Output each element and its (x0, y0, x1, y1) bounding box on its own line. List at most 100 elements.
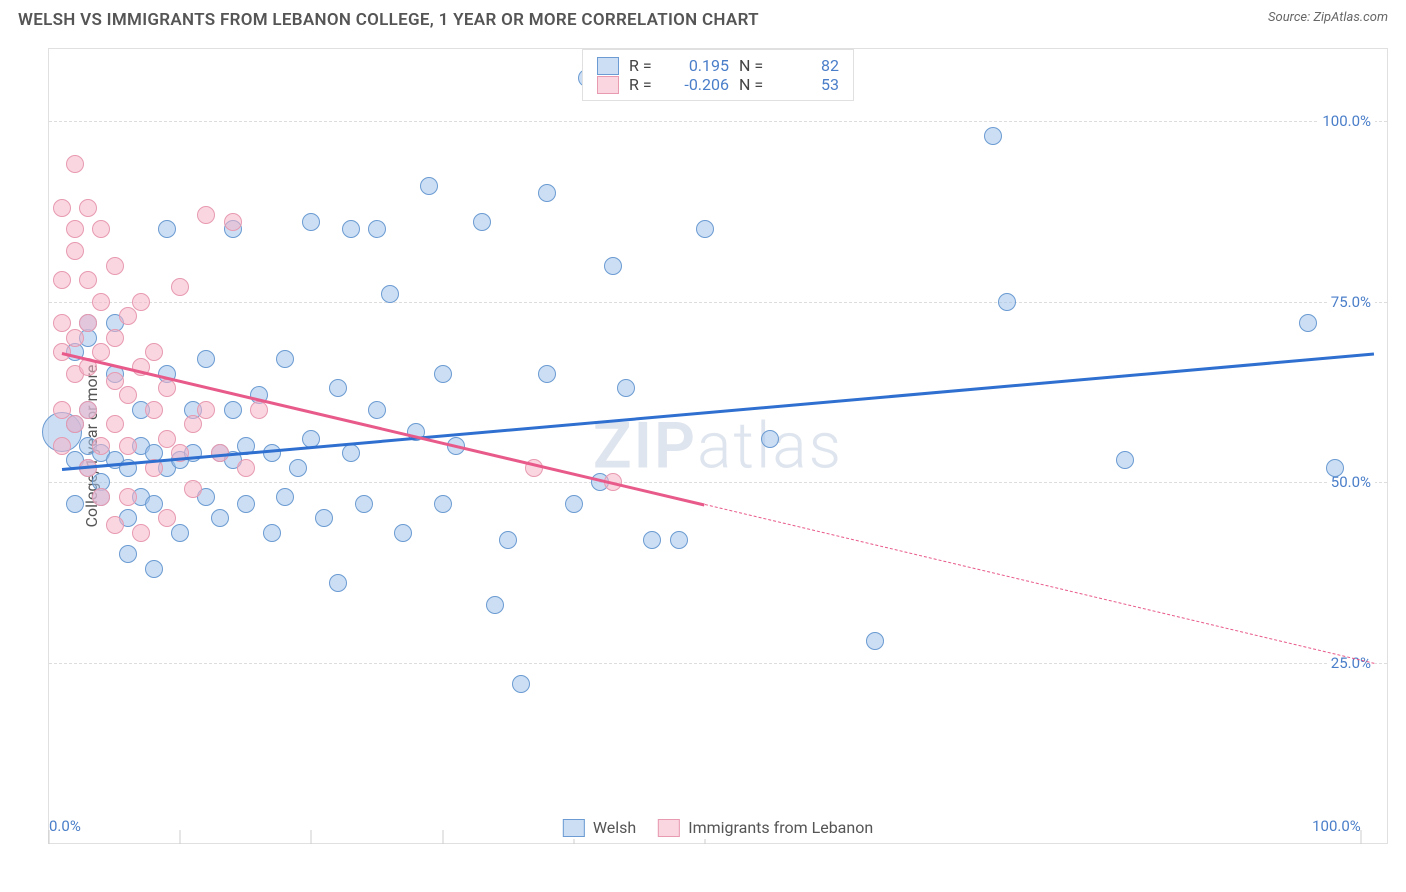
scatter-point-welsh (420, 177, 438, 195)
y-tick-label: 100.0% (1318, 112, 1375, 130)
scatter-point-lebanon (79, 314, 97, 332)
gridline (49, 302, 1387, 303)
legend-swatch (597, 57, 619, 75)
series-legend-item: Immigrants from Lebanon (658, 818, 873, 837)
scatter-point-lebanon (224, 213, 242, 231)
scatter-point-lebanon (250, 401, 268, 419)
series-legend-label: Welsh (593, 818, 636, 837)
scatter-point-lebanon (92, 220, 110, 238)
scatter-point-welsh (66, 495, 84, 513)
scatter-point-welsh (224, 401, 242, 419)
scatter-point-lebanon (119, 437, 137, 455)
scatter-point-lebanon (92, 293, 110, 311)
source-name: ZipAtlas.com (1313, 10, 1388, 25)
legend-stat-label: N = (739, 75, 767, 94)
x-tick-label: 100.0% (1312, 817, 1361, 835)
scatter-point-lebanon (119, 386, 137, 404)
scatter-point-lebanon (53, 401, 71, 419)
scatter-point-welsh (998, 293, 1016, 311)
plot-area: ZIPatlas 25.0%50.0%75.0%100.0%0.0%100.0% (49, 49, 1387, 843)
scatter-point-lebanon (184, 415, 202, 433)
scatter-point-welsh (1326, 459, 1344, 477)
scatter-point-lebanon (119, 488, 137, 506)
scatter-point-lebanon (66, 415, 84, 433)
scatter-point-welsh (197, 350, 215, 368)
scatter-point-welsh (315, 509, 333, 527)
scatter-point-welsh (499, 531, 517, 549)
scatter-point-welsh (604, 257, 622, 275)
source-attribution: Source: ZipAtlas.com (1268, 10, 1388, 25)
chart-title: WELSH VS IMMIGRANTS FROM LEBANON COLLEGE… (18, 10, 759, 30)
scatter-point-lebanon (132, 293, 150, 311)
legend-stat-label: N = (739, 56, 767, 75)
scatter-point-lebanon (184, 480, 202, 498)
scatter-point-welsh (211, 509, 229, 527)
scatter-point-welsh (434, 495, 452, 513)
scatter-point-lebanon (106, 372, 124, 390)
scatter-point-welsh (342, 220, 360, 238)
scatter-point-lebanon (66, 242, 84, 260)
scatter-point-welsh (276, 488, 294, 506)
chart-area: ZIPatlas 25.0%50.0%75.0%100.0%0.0%100.0%… (48, 48, 1388, 844)
stats-legend-row: R =0.195N =82 (597, 56, 839, 75)
scatter-point-lebanon (237, 459, 255, 477)
scatter-point-welsh (1116, 451, 1134, 469)
scatter-point-lebanon (66, 329, 84, 347)
scatter-point-welsh (342, 444, 360, 462)
scatter-point-lebanon (66, 155, 84, 173)
gridline (49, 121, 1387, 122)
scatter-point-welsh (302, 213, 320, 231)
scatter-point-lebanon (106, 257, 124, 275)
scatter-point-welsh (538, 184, 556, 202)
scatter-point-welsh (473, 213, 491, 231)
scatter-point-lebanon (197, 206, 215, 224)
scatter-point-welsh (368, 401, 386, 419)
scatter-point-welsh (368, 220, 386, 238)
scatter-point-welsh (486, 596, 504, 614)
scatter-point-lebanon (92, 343, 110, 361)
scatter-point-lebanon (132, 524, 150, 542)
legend-swatch (658, 819, 680, 837)
y-tick-label: 75.0% (1327, 293, 1375, 311)
scatter-point-welsh (145, 495, 163, 513)
scatter-point-welsh (434, 365, 452, 383)
scatter-point-welsh (263, 524, 281, 542)
scatter-point-lebanon (119, 307, 137, 325)
scatter-point-lebanon (53, 437, 71, 455)
legend-swatch (597, 76, 619, 94)
scatter-point-welsh (866, 632, 884, 650)
gridline (49, 663, 1387, 664)
scatter-point-lebanon (79, 199, 97, 217)
scatter-point-welsh (276, 350, 294, 368)
scatter-point-lebanon (106, 415, 124, 433)
scatter-point-welsh (263, 444, 281, 462)
scatter-point-lebanon (53, 314, 71, 332)
scatter-point-lebanon (171, 278, 189, 296)
series-legend-item: Welsh (563, 818, 636, 837)
scatter-point-welsh (289, 459, 307, 477)
scatter-point-welsh (643, 531, 661, 549)
scatter-point-lebanon (53, 271, 71, 289)
scatter-point-welsh (761, 430, 779, 448)
scatter-point-welsh (394, 524, 412, 542)
scatter-point-lebanon (79, 401, 97, 419)
scatter-point-welsh (984, 127, 1002, 145)
scatter-point-lebanon (106, 516, 124, 534)
scatter-point-lebanon (92, 437, 110, 455)
x-tick-mark (180, 830, 181, 844)
scatter-point-welsh (329, 379, 347, 397)
x-tick-mark (311, 830, 312, 844)
scatter-point-welsh (696, 220, 714, 238)
stats-legend-row: R =-0.206N =53 (597, 75, 839, 94)
scatter-point-lebanon (79, 271, 97, 289)
legend-n-value: 53 (777, 75, 839, 94)
scatter-point-welsh (565, 495, 583, 513)
scatter-point-lebanon (106, 329, 124, 347)
legend-swatch (563, 819, 585, 837)
series-legend-label: Immigrants from Lebanon (688, 818, 873, 837)
scatter-point-lebanon (92, 488, 110, 506)
scatter-point-lebanon (66, 220, 84, 238)
x-tick-mark (442, 830, 443, 844)
legend-r-value: -0.206 (667, 75, 729, 94)
scatter-point-lebanon (145, 343, 163, 361)
